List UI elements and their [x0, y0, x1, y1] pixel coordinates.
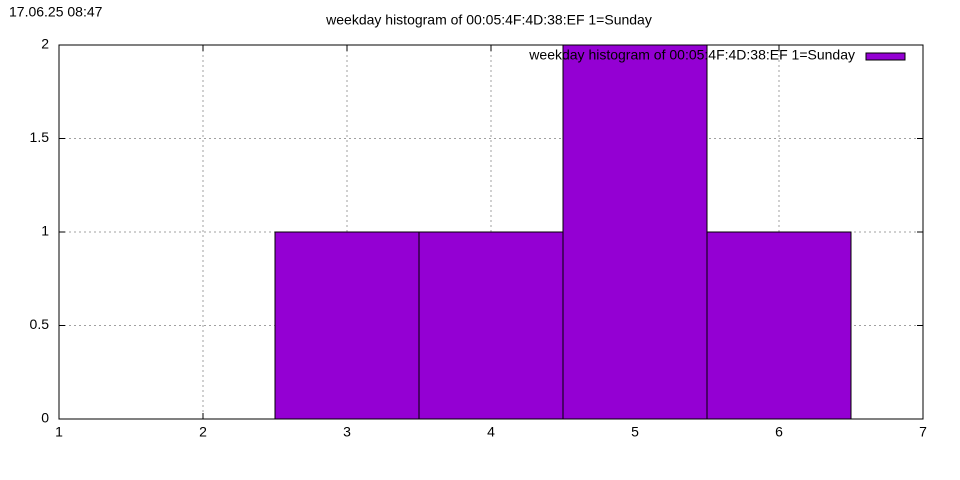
y-tick-label: 0: [41, 410, 49, 426]
timestamp: 17.06.25 08:47: [9, 4, 103, 20]
x-tick-label: 1: [55, 424, 63, 440]
x-tick-label: 7: [919, 424, 927, 440]
y-tick-label: 0.5: [30, 316, 50, 332]
x-tick-label: 4: [487, 424, 495, 440]
bar: [274, 231, 420, 420]
x-tick-label: 6: [775, 424, 783, 440]
x-tick-label: 2: [199, 424, 207, 440]
chart-title: weekday histogram of 00:05:4F:4D:38:EF 1…: [325, 12, 652, 28]
y-tick-label: 1: [41, 223, 49, 239]
x-tick-label: 3: [343, 424, 351, 440]
legend-label: weekday histogram of 00:05:4F:4D:38:EF 1…: [528, 47, 855, 63]
y-tick-label: 2: [41, 36, 49, 52]
legend-swatch: [865, 52, 906, 61]
x-tick-label: 5: [631, 424, 639, 440]
plot-border: [58, 44, 924, 420]
y-tick-label: 1.5: [30, 129, 50, 145]
bar: [418, 231, 564, 420]
bar: [562, 44, 708, 420]
bar: [706, 231, 852, 420]
